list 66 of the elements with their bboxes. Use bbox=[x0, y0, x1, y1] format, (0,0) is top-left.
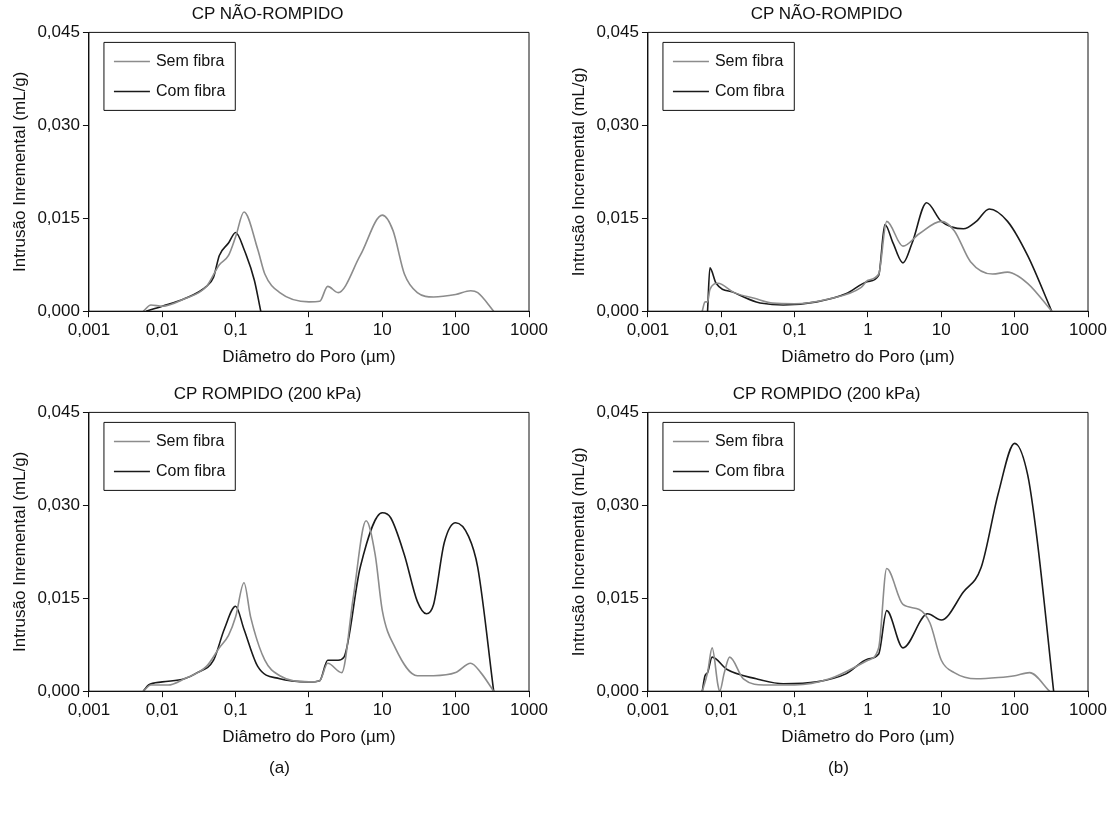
y-axis-title: Intrusão Incremental (mL/g) bbox=[568, 447, 588, 657]
x-tick-label: 100 bbox=[441, 700, 470, 720]
x-tick-label: 10 bbox=[931, 700, 951, 720]
chart-title: CP NÃO-ROMPIDO bbox=[750, 3, 903, 23]
x-tick-label: 10 bbox=[372, 700, 392, 720]
x-tick-label: 0,01 bbox=[145, 700, 179, 720]
y-tick-label: 0,030 bbox=[37, 115, 80, 135]
legend-label: Com fibra bbox=[155, 81, 226, 99]
y-tick-label: 0,030 bbox=[596, 495, 639, 515]
x-tick-label: 0,1 bbox=[782, 700, 807, 720]
chart-title: CP ROMPIDO (200 kPa) bbox=[732, 383, 921, 403]
y-tick-label: 0,030 bbox=[37, 495, 80, 515]
x-tick-label: 0,1 bbox=[223, 320, 248, 340]
y-tick-label: 0,000 bbox=[37, 300, 80, 320]
x-tick-label: 1000 bbox=[510, 320, 548, 340]
x-tick-label: 0,001 bbox=[67, 320, 111, 340]
text: (b) bbox=[827, 758, 850, 778]
x-tick-label: 1 bbox=[863, 320, 873, 340]
y-tick-label: 0,045 bbox=[596, 402, 639, 422]
legend-label: Com fibra bbox=[714, 81, 785, 99]
x-tick-label: 1 bbox=[863, 700, 873, 720]
legend-label: Sem fibra bbox=[155, 51, 225, 69]
x-tick-label: 1 bbox=[304, 700, 314, 720]
x-axis-title: Diâmetro do Poro (µm) bbox=[781, 347, 955, 367]
x-tick-label: 0,01 bbox=[145, 320, 179, 340]
x-tick-label: 10 bbox=[931, 320, 951, 340]
y-tick-label: 0,045 bbox=[37, 402, 80, 422]
x-tick-label: 100 bbox=[1000, 320, 1029, 340]
chart-title: CP ROMPIDO (200 kPa) bbox=[173, 383, 362, 403]
y-tick-label: 0,000 bbox=[596, 680, 639, 700]
y-tick-label: 0,045 bbox=[37, 22, 80, 42]
x-tick-label: 0,001 bbox=[626, 700, 670, 720]
legend-label: Com fibra bbox=[155, 461, 226, 479]
x-tick-label: 0,001 bbox=[67, 700, 111, 720]
x-tick-label: 0,01 bbox=[704, 700, 738, 720]
y-tick-label: 0,030 bbox=[596, 115, 639, 135]
x-tick-label: 10 bbox=[372, 320, 392, 340]
y-tick-label: 0,045 bbox=[596, 22, 639, 42]
y-axis-title: Intrusão Incremental (mL/g) bbox=[568, 67, 588, 277]
x-axis-title: Diâmetro do Poro (µm) bbox=[222, 727, 396, 747]
y-tick-label: 0,000 bbox=[37, 680, 80, 700]
legend-label: Sem fibra bbox=[714, 51, 784, 69]
x-tick-label: 0,1 bbox=[782, 320, 807, 340]
y-tick-label: 0,000 bbox=[596, 300, 639, 320]
x-tick-label: 1 bbox=[304, 320, 314, 340]
x-tick-label: 100 bbox=[441, 320, 470, 340]
legend-label: Com fibra bbox=[714, 461, 785, 479]
legend-label: Sem fibra bbox=[714, 431, 784, 449]
y-tick-label: 0,015 bbox=[596, 587, 639, 607]
x-tick-label: 1000 bbox=[510, 700, 548, 720]
y-tick-label: 0,015 bbox=[596, 207, 639, 227]
y-tick-label: 0,015 bbox=[37, 207, 80, 227]
legend-label: Sem fibra bbox=[155, 431, 225, 449]
x-tick-label: 0,01 bbox=[704, 320, 738, 340]
x-tick-label: 1000 bbox=[1069, 320, 1107, 340]
x-tick-label: 0,1 bbox=[223, 700, 248, 720]
x-tick-label: 100 bbox=[1000, 700, 1029, 720]
y-axis-title: Intrusão Inremental (mL/g) bbox=[9, 451, 29, 652]
x-axis-title: Diâmetro do Poro (µm) bbox=[781, 727, 955, 747]
x-axis-title: Diâmetro do Poro (µm) bbox=[222, 347, 396, 367]
x-tick-label: 0,001 bbox=[626, 320, 670, 340]
y-tick-label: 0,015 bbox=[37, 587, 80, 607]
x-tick-label: 1000 bbox=[1069, 700, 1107, 720]
y-axis-title: Intrusão Inremental (mL/g) bbox=[9, 71, 29, 272]
text: (a) bbox=[268, 758, 291, 778]
chart-title: CP NÃO-ROMPIDO bbox=[191, 3, 344, 23]
